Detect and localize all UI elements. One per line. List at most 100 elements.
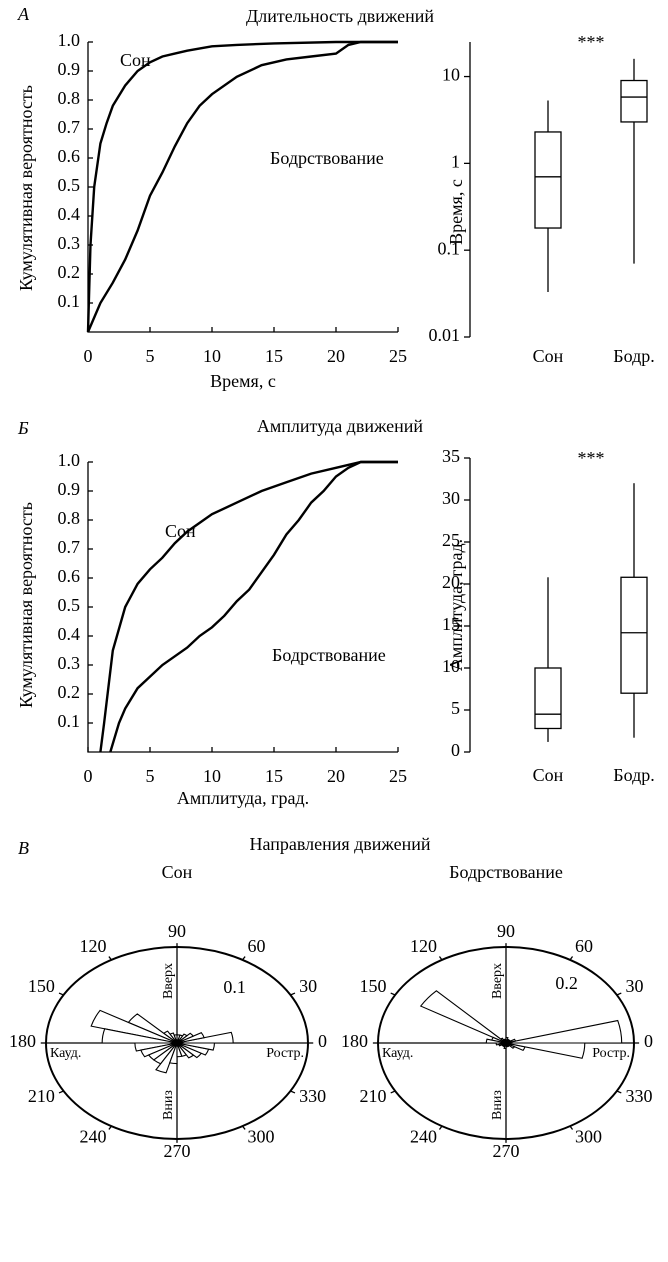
rose-bar <box>155 1042 178 1074</box>
x-tick-label: 25 <box>389 346 407 366</box>
series-label: Бодрствование <box>270 148 384 168</box>
angle-tick <box>290 1090 296 1094</box>
angle-label: 330 <box>626 1086 653 1106</box>
direction-down: Вниз <box>161 1090 176 1120</box>
y-tick-label: 0.3 <box>58 653 81 673</box>
box <box>534 667 562 730</box>
angle-tick <box>108 1125 113 1130</box>
y-tick-label: 1 <box>451 151 460 171</box>
rose-bar <box>485 1038 507 1044</box>
y-tick-label: 0.6 <box>58 146 81 166</box>
angle-tick <box>390 992 396 996</box>
angle-tick <box>569 956 574 961</box>
direction-down: Вниз <box>490 1090 505 1120</box>
radial-tick-label: 0.1 <box>223 977 246 997</box>
angle-label: 60 <box>248 936 266 956</box>
angle-label: 210 <box>359 1086 386 1106</box>
axes <box>87 42 398 333</box>
angle-tick <box>569 1125 574 1130</box>
y-tick-label: 0.5 <box>58 595 81 615</box>
series-label: Сон <box>165 521 196 541</box>
y-tick-label: 0.8 <box>58 508 81 528</box>
angle-label: 270 <box>164 1141 191 1161</box>
angle-label: 240 <box>410 1126 437 1146</box>
rose-bar <box>505 1042 586 1059</box>
direction-left: Кауд. <box>382 1046 413 1061</box>
series-label: Сон <box>120 50 151 70</box>
y-axis-label: Время, с <box>446 179 466 245</box>
x-tick-label: 0 <box>84 766 93 786</box>
angle-label: 150 <box>28 976 55 996</box>
direction-left: Кауд. <box>50 1046 81 1061</box>
angle-label: 120 <box>410 936 437 956</box>
y-tick-label: 0.7 <box>58 537 81 557</box>
y-tick-label: 0.7 <box>58 117 81 137</box>
y-tick-label: 0 <box>451 740 460 760</box>
y-tick-label: 0.2 <box>58 682 81 702</box>
angle-tick <box>58 1090 64 1094</box>
y-tick-label: 0.01 <box>429 325 461 345</box>
angle-tick <box>390 1090 396 1094</box>
angle-label: 180 <box>9 1031 36 1051</box>
x-axis-label: Время, с <box>210 371 276 391</box>
rose-bar <box>176 1033 188 1044</box>
angle-tick <box>241 1125 246 1130</box>
angle-label: 300 <box>575 1126 602 1146</box>
y-tick-label: 0.1 <box>58 711 81 731</box>
y-tick-label: 10 <box>442 656 460 676</box>
rose-bar <box>168 1042 178 1065</box>
angle-label: 330 <box>299 1086 326 1106</box>
y-tick-label: 0.2 <box>58 262 81 282</box>
rose-bar <box>505 1019 623 1044</box>
series-label: Бодрствование <box>272 645 386 665</box>
radial-tick-label: 0.2 <box>555 973 578 993</box>
angle-label: 0 <box>644 1031 653 1051</box>
x-tick-label: 15 <box>265 346 283 366</box>
y-tick-label: 0.9 <box>58 59 81 79</box>
angle-label: 150 <box>359 976 386 996</box>
angle-label: 30 <box>299 976 317 996</box>
y-tick-label: 15 <box>442 614 460 634</box>
polar-subtitle: Бодрствование <box>449 862 563 882</box>
cdf-line <box>99 460 398 753</box>
y-tick-label: 0.5 <box>58 175 81 195</box>
y-tick-label: 35 <box>442 446 460 466</box>
angle-tick <box>438 1125 443 1130</box>
y-tick-label: 0.3 <box>58 233 81 253</box>
x-tick-label: 10 <box>203 346 221 366</box>
angle-label: 90 <box>168 921 186 941</box>
category-label: Бодр. <box>613 765 654 785</box>
x-tick-label: 5 <box>146 346 155 366</box>
y-tick-label: 1.0 <box>58 450 81 470</box>
x-tick-label: 10 <box>203 766 221 786</box>
angle-label: 120 <box>80 936 107 956</box>
y-tick-label: 5 <box>451 698 460 718</box>
x-tick-label: 25 <box>389 766 407 786</box>
x-axis-label: Амплитуда, град. <box>177 788 309 808</box>
direction-up: Вверх <box>161 963 176 999</box>
x-tick-label: 20 <box>327 346 345 366</box>
y-axis-label: Кумулятивная вероятность <box>16 85 36 291</box>
significance: *** <box>578 448 605 468</box>
y-tick-label: 0.9 <box>58 479 81 499</box>
y-tick-label: 0.4 <box>58 624 81 644</box>
angle-label: 210 <box>28 1086 55 1106</box>
y-tick-label: 20 <box>442 572 460 592</box>
y-tick-label: 0.1 <box>438 238 461 258</box>
category-label: Сон <box>533 346 564 366</box>
y-tick-label: 0.6 <box>58 566 81 586</box>
angle-label: 180 <box>341 1031 368 1051</box>
category-label: Сон <box>533 765 564 785</box>
significance: *** <box>578 32 605 52</box>
angle-label: 270 <box>493 1141 520 1161</box>
angle-label: 300 <box>248 1126 275 1146</box>
angle-label: 60 <box>575 936 593 956</box>
angle-tick <box>108 956 113 961</box>
rose-bar <box>419 990 507 1044</box>
cdf-line <box>109 460 398 753</box>
x-tick-label: 0 <box>84 346 93 366</box>
y-tick-label: 25 <box>442 530 460 550</box>
y-tick-label: 0.8 <box>58 88 81 108</box>
angle-tick <box>58 992 64 996</box>
angle-label: 0 <box>318 1031 327 1051</box>
